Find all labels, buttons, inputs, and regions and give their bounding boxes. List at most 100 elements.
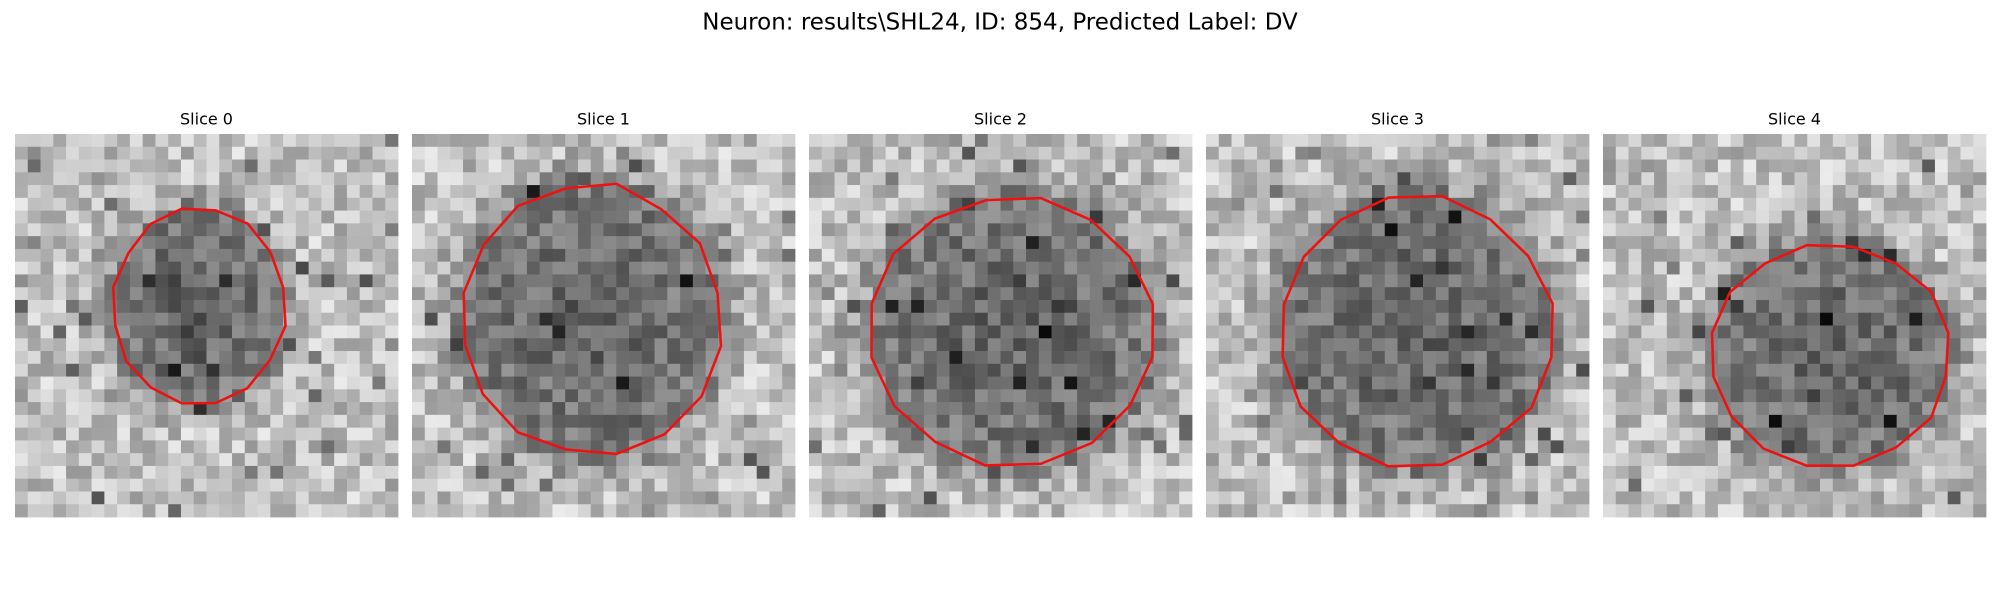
pixel — [321, 287, 335, 301]
pixel — [475, 325, 489, 339]
pixel — [1128, 453, 1142, 467]
pixel — [860, 440, 874, 454]
pixel — [359, 453, 373, 467]
pixel — [1603, 210, 1617, 224]
pixel — [15, 402, 29, 416]
pixel — [1628, 287, 1642, 301]
pixel — [834, 274, 848, 288]
pixel — [1679, 440, 1693, 454]
pixel — [1000, 478, 1014, 492]
pixel — [514, 236, 528, 250]
pixel — [1756, 465, 1770, 480]
pixel — [705, 236, 719, 250]
pixel — [923, 453, 938, 467]
pixel — [1845, 478, 1859, 492]
pixel — [15, 312, 29, 326]
pixel — [692, 478, 707, 492]
pixel — [193, 274, 207, 288]
pixel — [283, 210, 297, 224]
pixel — [1384, 478, 1398, 492]
pixel — [1537, 287, 1552, 301]
pixel — [1654, 261, 1668, 275]
pixel — [1333, 299, 1347, 314]
pixel — [501, 363, 515, 377]
pixel — [641, 453, 655, 467]
pixel — [1641, 465, 1655, 480]
panel-title: Slice 0 — [180, 110, 233, 129]
pixel — [1013, 223, 1027, 237]
pixel — [1051, 402, 1065, 416]
pixel — [424, 351, 438, 365]
pixel — [232, 414, 246, 429]
pixel — [219, 159, 233, 173]
pixel — [718, 197, 732, 211]
pixel — [117, 134, 131, 148]
pixel — [359, 478, 373, 492]
pixel — [117, 389, 131, 403]
pixel — [1807, 453, 1821, 467]
pixel — [1423, 261, 1437, 275]
pixel — [1140, 185, 1155, 199]
pixel — [1666, 427, 1680, 441]
pixel — [1435, 210, 1449, 224]
pixel — [1845, 414, 1859, 429]
pixel — [1089, 172, 1104, 186]
pixel — [91, 478, 105, 492]
pixel — [731, 274, 745, 288]
pixel — [1218, 389, 1232, 403]
pixel — [743, 223, 758, 237]
pixel — [1909, 338, 1923, 352]
pixel — [1295, 146, 1309, 160]
pixel — [949, 299, 963, 314]
pixel — [66, 465, 80, 480]
pixel — [1295, 414, 1309, 429]
pixel — [987, 236, 1001, 250]
pixel — [1576, 159, 1590, 173]
pixel — [731, 453, 745, 467]
pixel — [756, 504, 770, 518]
pixel — [1781, 363, 1795, 377]
pixel — [372, 146, 386, 160]
pixel — [898, 312, 912, 326]
pixel — [1550, 478, 1564, 492]
pixel — [1705, 363, 1719, 377]
pixel — [809, 159, 823, 173]
pixel — [385, 389, 399, 403]
pixel — [193, 287, 207, 301]
pixel — [577, 427, 592, 441]
pixel — [885, 363, 899, 377]
pixel — [756, 185, 770, 199]
pixel — [834, 376, 848, 390]
pixel — [244, 351, 258, 365]
pixel — [1576, 491, 1590, 505]
pixel — [667, 440, 681, 454]
pixel — [66, 414, 80, 429]
pixel — [1717, 236, 1732, 250]
pixel — [283, 325, 297, 339]
pixel — [1269, 427, 1283, 441]
pixel — [1960, 287, 1974, 301]
pixel — [1666, 223, 1680, 237]
pixel — [860, 325, 874, 339]
pixel — [1871, 414, 1885, 429]
pixel — [168, 172, 182, 186]
pixel — [629, 134, 643, 148]
pixel — [1832, 312, 1846, 326]
pixel — [1179, 414, 1193, 429]
pixel — [1000, 338, 1014, 352]
pixel — [1743, 223, 1757, 237]
pixel — [1384, 363, 1398, 377]
pixel — [718, 363, 732, 377]
pixel — [1333, 274, 1347, 288]
pixel — [1781, 236, 1795, 250]
pixel — [308, 402, 322, 416]
pixel — [1026, 325, 1040, 339]
pixel — [526, 363, 541, 377]
pixel — [53, 389, 67, 403]
pixel — [680, 363, 694, 377]
pixel — [756, 236, 770, 250]
pixel — [1615, 146, 1629, 160]
pixel — [1730, 236, 1744, 250]
pixel — [885, 453, 899, 467]
pixel — [680, 402, 694, 416]
